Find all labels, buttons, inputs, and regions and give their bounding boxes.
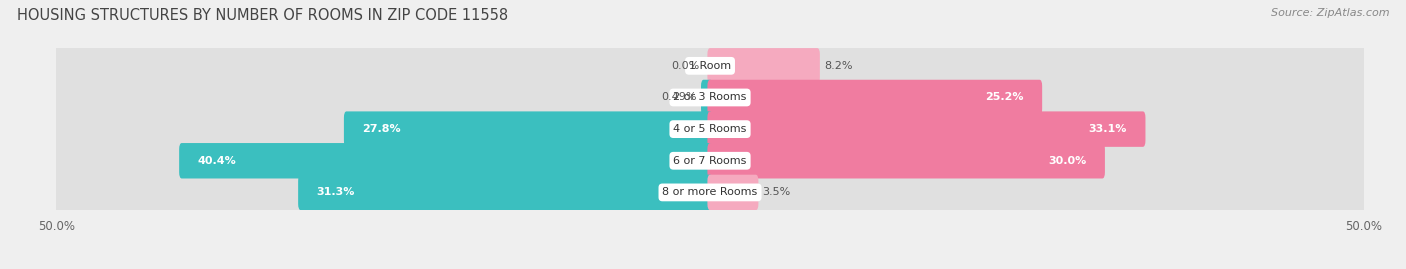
FancyBboxPatch shape — [51, 73, 1369, 122]
FancyBboxPatch shape — [707, 80, 1042, 115]
FancyBboxPatch shape — [707, 175, 758, 210]
Text: 0.0%: 0.0% — [671, 61, 700, 71]
Text: 4 or 5 Rooms: 4 or 5 Rooms — [673, 124, 747, 134]
Text: 6 or 7 Rooms: 6 or 7 Rooms — [673, 156, 747, 166]
FancyBboxPatch shape — [51, 137, 1369, 185]
FancyBboxPatch shape — [707, 111, 1146, 147]
FancyBboxPatch shape — [707, 48, 820, 84]
FancyBboxPatch shape — [179, 143, 713, 179]
FancyBboxPatch shape — [51, 105, 1369, 153]
Text: Source: ZipAtlas.com: Source: ZipAtlas.com — [1271, 8, 1389, 18]
Text: HOUSING STRUCTURES BY NUMBER OF ROOMS IN ZIP CODE 11558: HOUSING STRUCTURES BY NUMBER OF ROOMS IN… — [17, 8, 508, 23]
Text: 25.2%: 25.2% — [986, 93, 1024, 102]
Text: 0.49%: 0.49% — [662, 93, 697, 102]
Text: 2 or 3 Rooms: 2 or 3 Rooms — [673, 93, 747, 102]
Text: 1 Room: 1 Room — [689, 61, 731, 71]
FancyBboxPatch shape — [51, 168, 1369, 217]
Text: 8 or more Rooms: 8 or more Rooms — [662, 187, 758, 197]
FancyBboxPatch shape — [51, 42, 1369, 90]
Text: 8.2%: 8.2% — [824, 61, 852, 71]
Legend: Owner-occupied, Renter-occupied: Owner-occupied, Renter-occupied — [585, 266, 835, 269]
Text: 33.1%: 33.1% — [1088, 124, 1128, 134]
FancyBboxPatch shape — [707, 143, 1105, 179]
Text: 3.5%: 3.5% — [762, 187, 790, 197]
FancyBboxPatch shape — [702, 80, 713, 115]
Text: 40.4%: 40.4% — [197, 156, 236, 166]
Text: 30.0%: 30.0% — [1049, 156, 1087, 166]
Text: 27.8%: 27.8% — [363, 124, 401, 134]
FancyBboxPatch shape — [344, 111, 713, 147]
FancyBboxPatch shape — [298, 175, 713, 210]
Text: 31.3%: 31.3% — [316, 187, 354, 197]
